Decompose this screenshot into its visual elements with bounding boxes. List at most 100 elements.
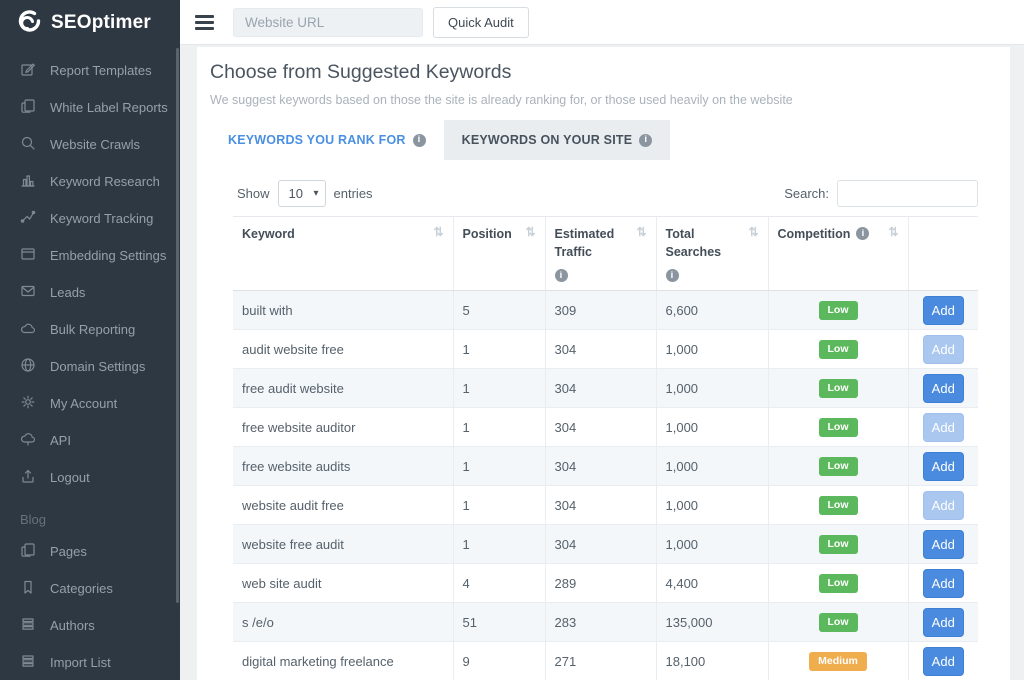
competition-badge: Low: [818, 612, 858, 632]
column-header-actions: [907, 216, 978, 292]
sort-icon[interactable]: ⇅: [888, 225, 899, 239]
sidebar-item-label: Domain Settings: [50, 359, 146, 374]
info-icon[interactable]: i: [554, 269, 568, 283]
estimated-traffic-cell: 309: [544, 290, 656, 330]
quick-audit-button[interactable]: Quick Audit: [433, 6, 529, 38]
tab-keywords-on-your-site[interactable]: KEYWORDS ON YOUR SITE i: [443, 120, 671, 160]
column-header-competition[interactable]: Competition i ⇅: [767, 216, 908, 292]
sidebar-item-pages[interactable]: Pages: [0, 533, 180, 570]
chevron-down-icon: ▾: [313, 188, 319, 199]
sidebar-item-domain-settings[interactable]: Domain Settings: [0, 348, 180, 385]
table-row: free website auditor 1 304 1,000 Low Add: [233, 407, 978, 447]
bookmark-icon: [20, 579, 36, 598]
competition-badge: Low: [818, 573, 858, 593]
add-keyword-button[interactable]: Add: [922, 373, 964, 403]
total-searches-cell: 1,000: [655, 329, 768, 369]
competition-cell: Low: [767, 485, 908, 525]
hamburger-menu-icon[interactable]: [195, 12, 214, 33]
position-cell: 1: [452, 485, 545, 525]
add-keyword-button[interactable]: Add: [922, 646, 964, 676]
sidebar-item-website-crawls[interactable]: Website Crawls: [0, 126, 180, 163]
sort-icon[interactable]: ⇅: [433, 225, 444, 239]
add-keyword-button[interactable]: Add: [922, 568, 964, 598]
info-icon[interactable]: i: [639, 133, 653, 147]
sidebar-item-logout[interactable]: Logout: [0, 459, 180, 496]
column-header-estimated-traffic[interactable]: Estimated Traffic i ⇅: [544, 216, 656, 292]
add-keyword-button[interactable]: Add: [922, 490, 964, 520]
search-input[interactable]: [837, 180, 978, 207]
add-button-cell: Add: [907, 641, 978, 680]
sidebar-menu: Report Templates White Label Reports Websi…: [0, 52, 180, 496]
list-icon: [20, 616, 36, 635]
sidebar-item-label: Leads: [50, 285, 86, 300]
sidebar-item-label: Bulk Reporting: [50, 322, 136, 337]
add-keyword-button[interactable]: Add: [922, 451, 964, 481]
sort-icon[interactable]: ⇅: [748, 225, 759, 239]
estimated-traffic-cell: 304: [544, 446, 656, 486]
sidebar-item-bulk-reporting[interactable]: Bulk Reporting: [0, 311, 180, 348]
sidebar-item-leads[interactable]: Leads: [0, 274, 180, 311]
website-url-input[interactable]: [233, 7, 423, 37]
keywords-table: Keyword ⇅ Position ⇅ Estimated Traffic i ⇅ Tota…: [233, 216, 978, 680]
entries-select[interactable]: 10 ▾: [277, 180, 326, 207]
tab-keywords-you-rank-for[interactable]: KEYWORDS YOU RANK FOR i: [210, 120, 444, 160]
competition-cell: Low: [767, 524, 908, 564]
copy-icon: [20, 542, 36, 561]
total-searches-cell: 1,000: [655, 524, 768, 564]
sidebar-item-keyword-tracking[interactable]: Keyword Tracking: [0, 200, 180, 237]
add-keyword-button[interactable]: Add: [922, 607, 964, 637]
add-keyword-button[interactable]: Add: [922, 529, 964, 559]
keyword-cell: free website audits: [242, 458, 351, 474]
trend-icon: [20, 209, 36, 228]
sidebar-item-label: Website Crawls: [50, 137, 141, 152]
sidebar-section-blog: Blog: [20, 512, 47, 527]
position-cell: 1: [452, 446, 545, 486]
sidebar-item-white-label-reports[interactable]: White Label Reports: [0, 89, 180, 126]
add-keyword-button[interactable]: Add: [922, 412, 964, 442]
sidebar-scrollbar[interactable]: [176, 48, 179, 603]
column-header-keyword[interactable]: Keyword ⇅: [233, 216, 453, 292]
position-cell: 4: [452, 563, 545, 603]
table-row: digital marketing freelance 9 271 18,100 Med…: [233, 641, 978, 680]
sidebar-item-my-account[interactable]: My Account: [0, 385, 180, 422]
sort-icon[interactable]: ⇅: [636, 225, 647, 239]
sidebar-item-report-templates[interactable]: Report Templates: [0, 52, 180, 89]
sidebar-item-label: Report Templates: [50, 63, 152, 78]
sidebar-item-label: Authors: [50, 618, 95, 633]
sidebar-item-categories[interactable]: Categories: [0, 570, 180, 607]
competition-cell: Medium: [767, 641, 908, 680]
add-keyword-button[interactable]: Add: [922, 334, 964, 364]
sidebar-item-embedding-settings[interactable]: Embedding Settings: [0, 237, 180, 274]
entries-label: entries: [333, 186, 373, 201]
competition-badge: Low: [818, 417, 858, 437]
competition-cell: Low: [767, 368, 908, 408]
position-cell: 1: [452, 329, 545, 369]
estimated-traffic-cell: 289: [544, 563, 656, 603]
sidebar-item-label: My Account: [50, 396, 118, 411]
sidebar-item-keyword-research[interactable]: Keyword Research: [0, 163, 180, 200]
position-cell: 9: [452, 641, 545, 680]
estimated-traffic-cell: 304: [544, 524, 656, 564]
app-logo[interactable]: SEOptimer: [0, 0, 180, 46]
info-icon[interactable]: i: [665, 269, 679, 283]
column-header-position[interactable]: Position ⇅: [452, 216, 545, 292]
info-icon[interactable]: i: [856, 227, 870, 240]
tab-label: KEYWORDS ON YOUR SITE: [461, 133, 633, 147]
column-header-total-searches[interactable]: Total Searches i ⇅: [655, 216, 768, 292]
sidebar-item-label: White Label Reports: [50, 100, 168, 115]
page-subtitle: We suggest keywords based on those the s…: [210, 93, 793, 107]
info-icon[interactable]: i: [412, 133, 426, 147]
competition-badge: Low: [818, 456, 858, 476]
sidebar-item-import-list[interactable]: Import List: [0, 644, 180, 680]
tab-label: KEYWORDS YOU RANK FOR: [228, 133, 406, 147]
sidebar: SEOptimer Report Templates White Label Re…: [0, 0, 180, 680]
estimated-traffic-cell: 304: [544, 329, 656, 369]
sort-icon[interactable]: ⇅: [525, 225, 536, 239]
add-keyword-button[interactable]: Add: [922, 295, 964, 325]
bar-chart-icon: [20, 172, 36, 191]
estimated-traffic-cell: 304: [544, 485, 656, 525]
sidebar-item-authors[interactable]: Authors: [0, 607, 180, 644]
table-row: s /e/o 51 283 135,000 Low Add: [233, 602, 978, 642]
sidebar-blog-menu: Pages Categories Authors Import List: [0, 533, 180, 680]
sidebar-item-api[interactable]: API: [0, 422, 180, 459]
